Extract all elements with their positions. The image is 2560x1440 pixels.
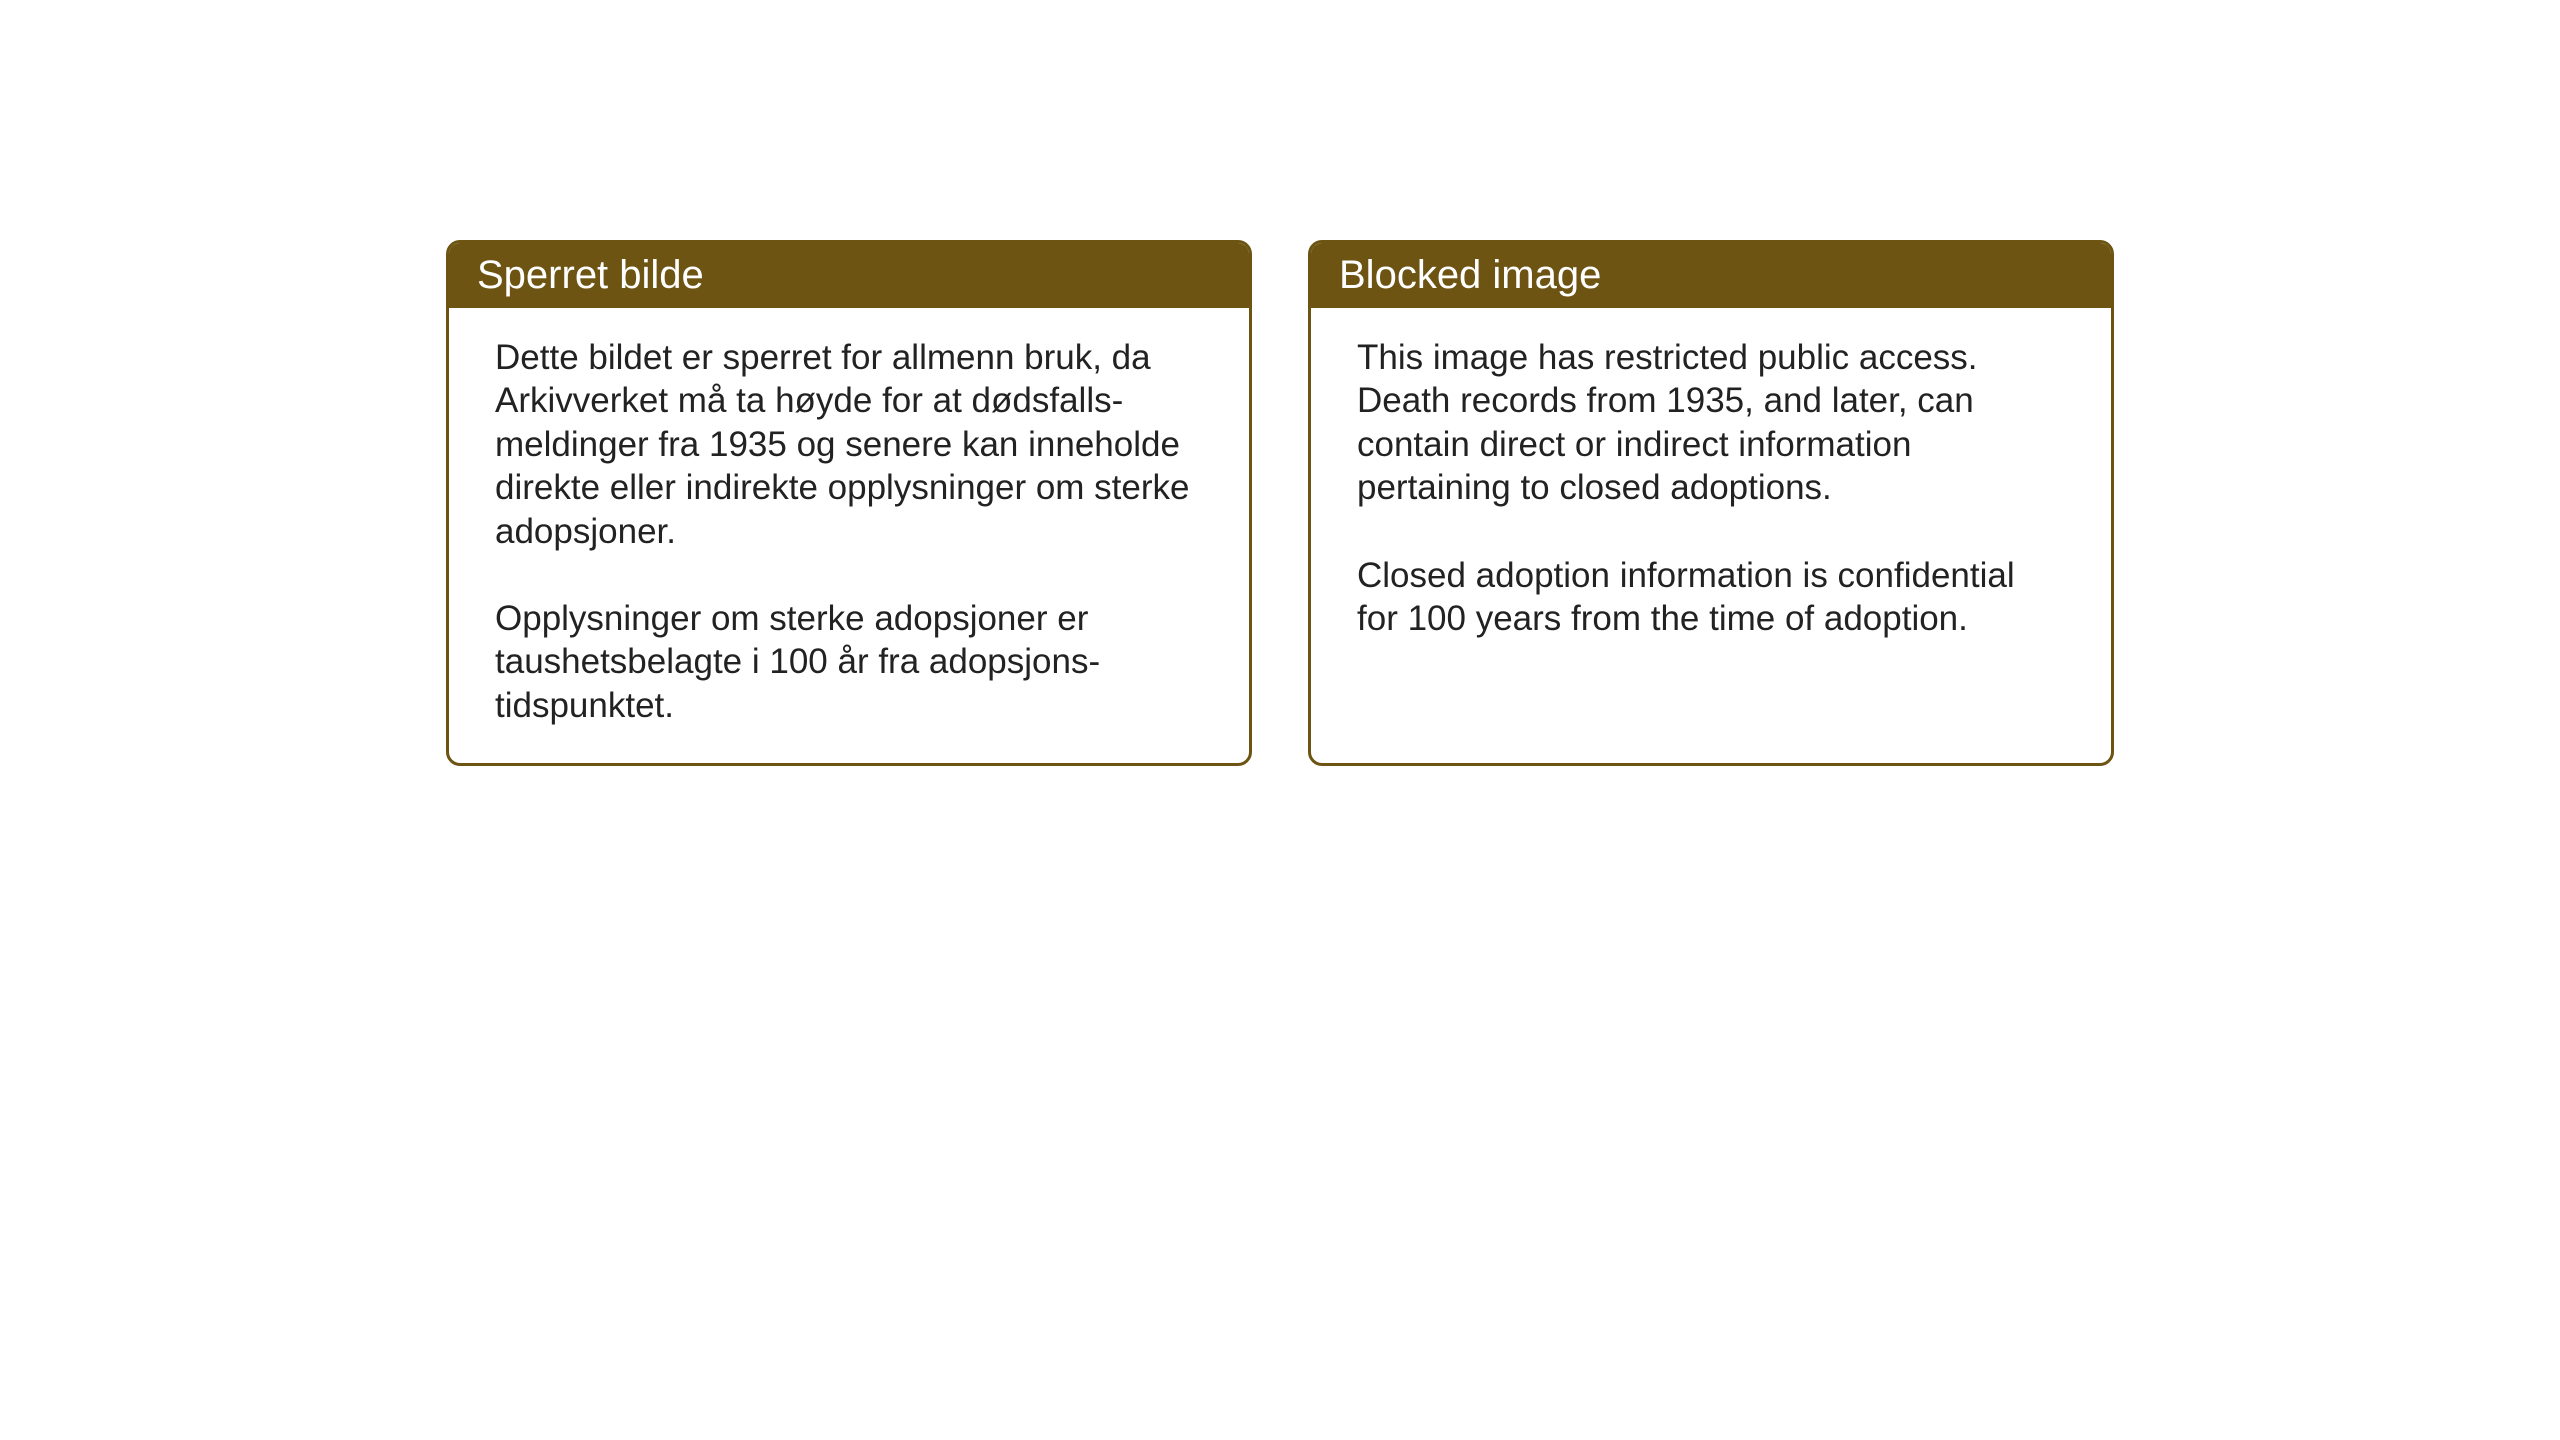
card-paragraph-2-norwegian: Opplysninger om sterke adopsjoner er tau… (495, 597, 1203, 727)
card-title-english: Blocked image (1339, 253, 1601, 297)
card-title-norwegian: Sperret bilde (477, 253, 704, 297)
card-paragraph-1-english: This image has restricted public access.… (1357, 336, 2065, 510)
card-body-norwegian: Dette bildet er sperret for allmenn bruk… (449, 308, 1249, 763)
card-norwegian: Sperret bilde Dette bildet er sperret fo… (446, 240, 1252, 766)
card-paragraph-1-norwegian: Dette bildet er sperret for allmenn bruk… (495, 336, 1203, 553)
card-body-english: This image has restricted public access.… (1311, 308, 2111, 748)
card-paragraph-2-english: Closed adoption information is confident… (1357, 554, 2065, 641)
cards-container: Sperret bilde Dette bildet er sperret fo… (446, 240, 2114, 766)
card-header-norwegian: Sperret bilde (449, 243, 1249, 308)
card-english: Blocked image This image has restricted … (1308, 240, 2114, 766)
card-header-english: Blocked image (1311, 243, 2111, 308)
